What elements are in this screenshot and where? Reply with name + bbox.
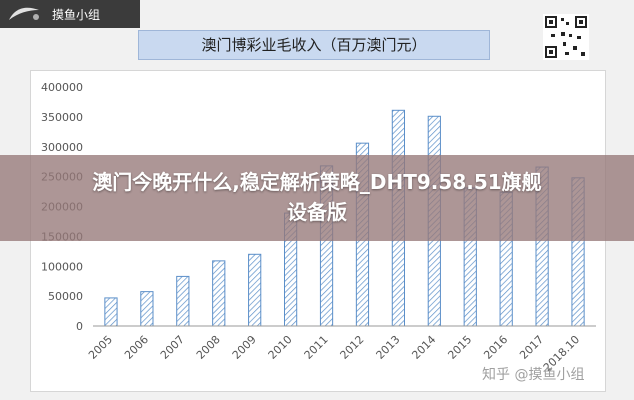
y-tick-label: 50000 <box>48 290 83 303</box>
x-tick-label: 2013 <box>374 333 403 362</box>
headline-banner: 澳门今晚开什么,稳定解析策略_DHT9.58.51旗舰 设备版 <box>0 155 634 241</box>
bar-2007 <box>176 275 190 327</box>
y-tick-label: 350000 <box>41 111 83 124</box>
x-tick-label: 2017 <box>517 333 546 362</box>
x-tick-label: 2006 <box>122 333 151 362</box>
qr-code-icon <box>543 14 589 60</box>
chart-title: 澳门博彩业毛收入（百万澳门元） <box>201 36 427 54</box>
x-tick-label: 2011 <box>302 333 331 362</box>
bar-2008 <box>212 260 226 327</box>
x-tick-label: 2012 <box>338 333 367 362</box>
y-tick-label: 300000 <box>41 141 83 154</box>
headline-text: 澳门今晚开什么,稳定解析策略_DHT9.58.51旗舰 设备版 <box>10 167 624 227</box>
x-tick-label: 2007 <box>158 333 187 362</box>
y-tick-label: 400000 <box>41 81 83 94</box>
logo-text: 摸鱼小组 <box>52 8 101 22</box>
logo-badge: 摸鱼小组 <box>0 0 140 28</box>
x-tick-label: 2005 <box>86 333 115 362</box>
y-tick-label: 100000 <box>41 260 83 273</box>
x-tick-label: 2015 <box>445 333 474 362</box>
x-tick-label: 2014 <box>409 333 438 362</box>
watermark-text: 知乎 @摸鱼小组 <box>482 367 585 383</box>
bar-2005 <box>104 297 118 327</box>
headline-line-2: 设备版 <box>287 200 347 224</box>
x-tick-label: 2009 <box>230 333 259 362</box>
y-tick-label: 0 <box>76 320 83 333</box>
x-tick-label: 2008 <box>194 333 223 362</box>
bar-2006 <box>140 291 154 327</box>
chart-title-box: 澳门博彩业毛收入（百万澳门元） <box>138 30 490 60</box>
logo-swoosh-icon <box>9 7 39 20</box>
bar-2009 <box>248 253 262 327</box>
x-tick-label: 2016 <box>481 333 510 362</box>
headline-line-1: 澳门今晚开什么,稳定解析策略_DHT9.58.51旗舰 <box>92 170 542 194</box>
x-tick-label: 2010 <box>266 333 295 362</box>
